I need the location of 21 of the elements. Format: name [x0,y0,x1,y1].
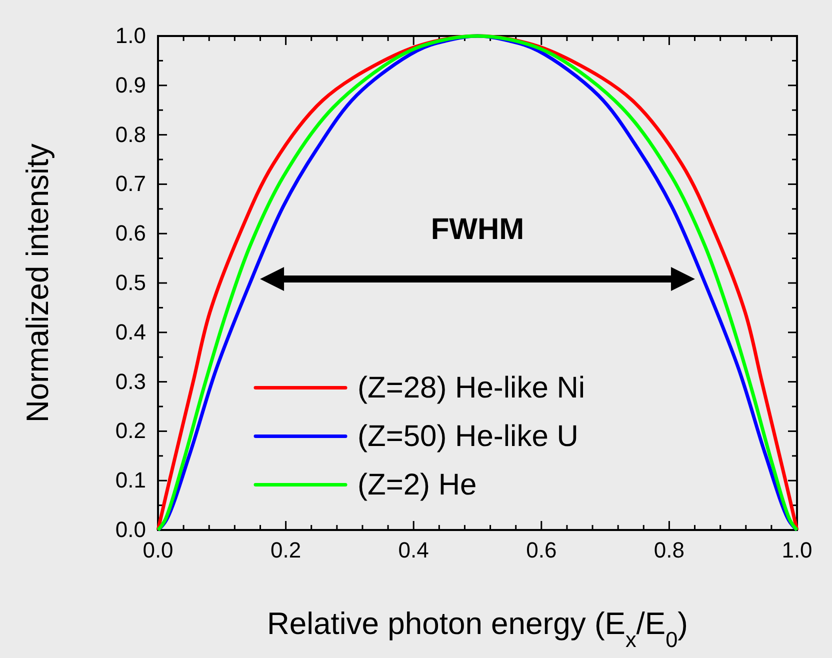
y-tick-label: 0.2 [115,418,146,444]
x-tick-label: 0.2 [270,538,302,563]
legend-label: (Z=2) He [358,468,477,502]
y-tick-label: 0.4 [115,319,146,344]
x-tick-label: 0.6 [526,538,557,563]
y-tick-label: 0.6 [115,220,146,246]
y-tick-label: 0.1 [115,468,146,493]
x-tick-label: 0.8 [654,538,684,563]
x-tick-label: 0.4 [398,538,429,563]
y-axis-title: Normalized intensity [20,142,55,423]
y-tick-label: 0.8 [115,122,146,147]
legend-label: (Z=28) He-like Ni [358,372,586,405]
y-tick-label: 1.0 [115,23,146,48]
x-tick-label: 1.0 [782,538,812,563]
legend-label: (Z=50) He-like U [358,420,578,454]
x-axis-title: Relative photon energy (E$_{x}$/E$_{0}$) [267,606,688,652]
y-tick-label: 0.5 [115,270,146,296]
annotation: FWHM [430,213,524,246]
y-tick-label: 0.3 [115,368,146,394]
y-tick-label: 0.9 [115,72,146,98]
y-tick-label: 0.7 [115,171,146,196]
